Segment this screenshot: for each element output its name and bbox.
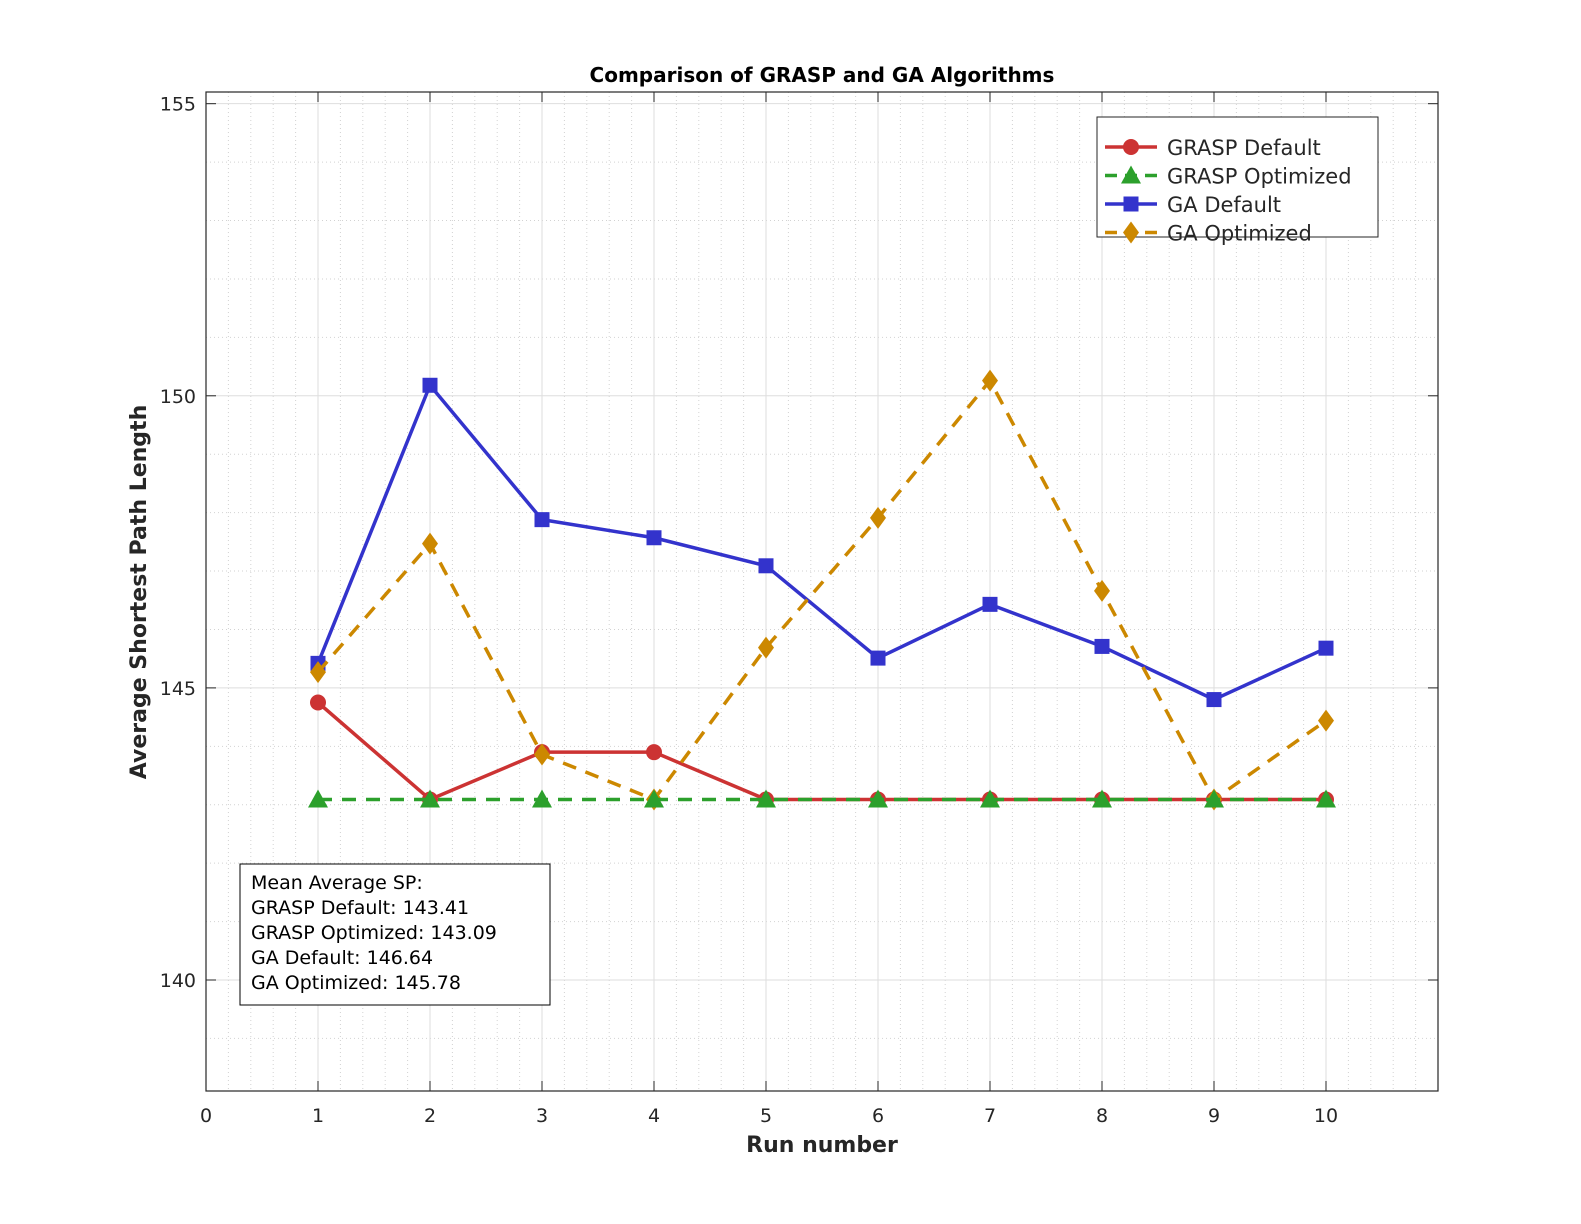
data-point-triangle <box>868 789 888 808</box>
x-tick-label: 5 <box>760 1105 772 1127</box>
data-point-diamond <box>534 743 550 766</box>
y-tick-label: 155 <box>160 94 196 116</box>
data-point-diamond <box>422 532 438 555</box>
data-point-triangle <box>420 789 440 808</box>
data-point-square <box>422 377 438 393</box>
plot-frame <box>205 91 1439 1092</box>
y-tick-labels: 140 145 150 155 <box>160 94 196 992</box>
legend-marker-triangle <box>1121 165 1141 184</box>
legend-box <box>1096 116 1379 238</box>
minor-grid <box>206 92 1438 1091</box>
data-point-diamond <box>870 506 886 529</box>
data-point-square <box>870 650 886 666</box>
data-point-square <box>982 596 998 612</box>
x-tick-label: 3 <box>536 1105 548 1127</box>
series-line <box>316 383 1327 702</box>
legend-marker-square <box>1123 196 1139 212</box>
x-tick-label: 0 <box>200 1105 212 1127</box>
data-point-circle <box>646 744 662 761</box>
data-point-triangle <box>980 789 1000 808</box>
annotation-line: GA Default: 146.64 <box>251 947 433 969</box>
chart-title: Comparison of GRASP and GA Algorithms <box>590 63 1055 87</box>
legend-marker-circle <box>1123 139 1139 155</box>
data-point-square <box>1094 638 1110 654</box>
x-tick-label: 6 <box>872 1105 884 1127</box>
legend-item: GRASP Default <box>1105 136 1321 160</box>
y-axis-label: Average Shortest Path Length <box>127 405 152 779</box>
data-point-square <box>534 512 550 528</box>
x-tick-labels: 0 1 2 3 4 5 6 7 8 9 10 <box>200 1105 1338 1127</box>
data-point-diamond <box>982 369 998 392</box>
data-point-square <box>1206 692 1222 708</box>
data-point-square <box>1318 640 1334 656</box>
series-line <box>316 378 1328 802</box>
y-tick-label: 140 <box>160 970 196 992</box>
data-point-triangle <box>756 789 776 808</box>
series-grasp-optimized <box>308 789 1336 808</box>
x-tick-label: 2 <box>424 1105 436 1127</box>
legend: GRASP Default GRASP Optimized GA Default GA… <box>1096 116 1379 246</box>
series-ga-optimized <box>310 369 1334 811</box>
legend-label: GA Default <box>1167 193 1281 217</box>
data-point-triangle <box>308 789 328 808</box>
data-point-circle <box>310 694 326 711</box>
annotation-box <box>239 863 551 1006</box>
data-point-triangle <box>644 789 664 808</box>
data-point-square <box>646 530 662 546</box>
annotation-line: GRASP Default: 143.41 <box>251 897 469 919</box>
x-tick-label: 10 <box>1314 1105 1338 1127</box>
axis-ticks <box>205 92 1438 1091</box>
data-point-diamond <box>758 636 774 659</box>
data-point-triangle <box>1092 789 1112 808</box>
y-tick-label: 150 <box>160 386 196 408</box>
legend-item: GA Default <box>1105 193 1281 217</box>
x-tick-label: 8 <box>1096 1105 1108 1127</box>
annotation-line: GA Optimized: 145.78 <box>251 972 461 994</box>
data-point-triangle <box>532 789 552 808</box>
legend-label: GA Optimized <box>1167 222 1312 246</box>
data-point-triangle <box>1204 789 1224 808</box>
mean-annotation: Mean Average SP: GRASP Default: 143.41 G… <box>239 863 551 1006</box>
legend-item: GA Optimized <box>1105 221 1312 246</box>
data-point-square <box>758 558 774 574</box>
series-layer <box>308 369 1336 811</box>
annotation-line: GRASP Optimized: 143.09 <box>251 922 497 944</box>
legend-label: GRASP Default <box>1167 136 1321 160</box>
annotation-line: Mean Average SP: <box>251 872 423 894</box>
data-point-diamond <box>310 661 326 684</box>
data-point-triangle <box>1316 789 1336 808</box>
data-point-diamond <box>1318 709 1334 732</box>
y-tick-label: 145 <box>160 678 196 700</box>
data-point-diamond <box>1094 579 1110 602</box>
x-tick-label: 1 <box>312 1105 324 1127</box>
x-tick-label: 4 <box>648 1105 660 1127</box>
x-tick-label: 9 <box>1208 1105 1220 1127</box>
legend-item: GRASP Optimized <box>1105 165 1352 189</box>
x-tick-label: 7 <box>984 1105 996 1127</box>
legend-marker-diamond <box>1123 221 1139 244</box>
legend-label: GRASP Optimized <box>1167 165 1352 189</box>
x-axis-label: Run number <box>746 1133 898 1158</box>
